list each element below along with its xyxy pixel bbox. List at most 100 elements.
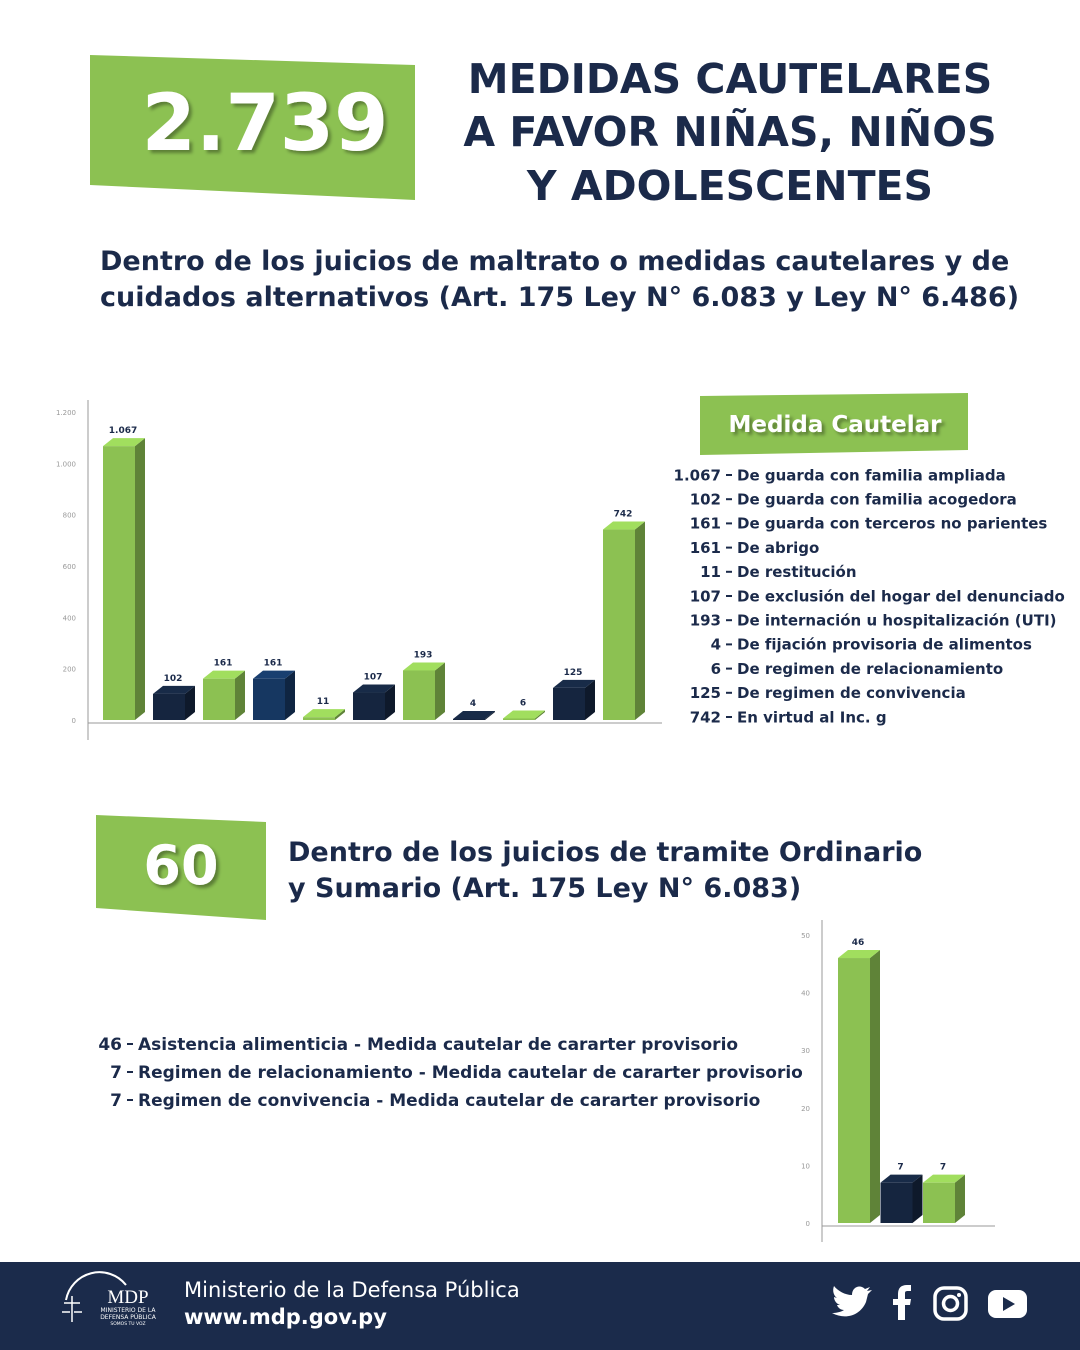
legend-label: De guarda con familia acogedora: [737, 490, 1017, 508]
legend-value: 4: [711, 636, 721, 654]
bar-top: [253, 670, 295, 679]
total-number: 60: [143, 834, 218, 897]
value-label: 1.067: [109, 426, 137, 436]
legend-label: De restitución: [737, 563, 857, 581]
bar-top: [923, 1174, 965, 1183]
value-label: 125: [564, 668, 583, 678]
footer: [0, 1262, 1080, 1350]
bar: [303, 717, 335, 720]
bar-top: [153, 685, 195, 694]
bar: [353, 692, 385, 720]
legend-value: 193: [690, 611, 721, 629]
legend-label: De abrigo: [737, 539, 819, 557]
facebook-icon[interactable]: [893, 1285, 911, 1320]
legend-value: 125: [690, 684, 721, 702]
bar: [203, 678, 235, 720]
value-label: 161: [264, 659, 283, 669]
bar: [253, 678, 285, 720]
bar-side: [485, 710, 495, 720]
bar-top: [880, 1174, 923, 1183]
y-tick-label: 400: [63, 614, 76, 622]
legend-label: De internación u hospitalización (UTI): [737, 611, 1057, 629]
bar-top: [353, 684, 395, 693]
bar-side: [955, 1174, 965, 1223]
value-label: 6: [520, 698, 526, 708]
y-tick-label: 50: [801, 932, 810, 940]
bar-top: [203, 670, 245, 679]
bar-side: [235, 670, 245, 720]
bar-top: [403, 662, 445, 671]
legend-label: Regimen de convivencia - Medida cautelar…: [138, 1091, 760, 1111]
value-label: 107: [364, 673, 383, 683]
legend-label: Asistencia alimenticia - Medida cautelar…: [138, 1035, 738, 1055]
legend-value: 7: [110, 1091, 122, 1111]
bar-side: [585, 679, 595, 720]
bar: [153, 693, 185, 720]
y-tick-label: 30: [801, 1047, 810, 1055]
section-heading: y Sumario (Art. 175 Ley N° 6.083): [288, 873, 801, 904]
bar: [453, 718, 485, 720]
bar-top: [303, 709, 345, 718]
youtube-play: [1003, 1297, 1015, 1311]
section-heading: Dentro de los juicios de maltrato o medi…: [100, 246, 1009, 277]
footer-website: www.mdp.gov.py: [184, 1305, 387, 1329]
bar: [403, 670, 435, 720]
legend-value: 11: [700, 563, 721, 581]
logo-arc: [65, 1271, 127, 1301]
bar-side: [635, 521, 645, 720]
legend-label: De guarda con terceros no parientes: [737, 515, 1047, 533]
bar: [603, 529, 635, 720]
legend-value: 46: [98, 1035, 122, 1055]
bar-top: [103, 438, 145, 447]
value-label: 11: [317, 697, 330, 707]
y-tick-label: 600: [63, 563, 76, 571]
bar: [503, 718, 535, 720]
bar: [880, 1182, 913, 1223]
y-tick-label: 10: [801, 1162, 810, 1170]
value-label: 193: [414, 650, 433, 660]
y-tick-label: 20: [801, 1105, 810, 1113]
legend-value: 1.067: [674, 466, 721, 484]
total-number: 2.739: [142, 79, 389, 169]
legend-label: En virtud al Inc. g: [737, 708, 887, 726]
footer-organization: Ministerio de la Defensa Pública: [184, 1278, 520, 1302]
bar-side: [535, 710, 545, 720]
section-heading: Dentro de los juicios de tramite Ordinar…: [288, 837, 922, 868]
value-label: 742: [614, 510, 633, 520]
instagram-dot: [957, 1293, 961, 1297]
legend-value: 161: [690, 515, 721, 533]
bar-top: [838, 950, 880, 959]
bar-side: [285, 670, 295, 720]
total-banner: [90, 55, 415, 200]
y-tick-label: 0: [806, 1220, 810, 1228]
value-label: 46: [852, 938, 865, 948]
legend-label: De guarda con familia ampliada: [737, 466, 1006, 484]
legend-value: 6: [711, 660, 721, 678]
bar-top: [453, 710, 495, 719]
bar: [838, 958, 870, 1223]
value-label: 7: [897, 1163, 903, 1173]
title-line: Y ADOLESCENTES: [526, 162, 933, 210]
y-tick-label: 800: [63, 512, 76, 520]
bar-side: [385, 684, 395, 720]
legend-value: 161: [690, 539, 721, 557]
value-label: 4: [470, 699, 476, 709]
legend-label: De fijación provisoria de alimentos: [737, 636, 1032, 654]
bar-side: [185, 685, 195, 720]
total-banner: [96, 815, 266, 920]
instagram-icon[interactable]: [933, 1286, 968, 1321]
value-label: 7: [940, 1163, 946, 1173]
twitter-icon[interactable]: [832, 1286, 872, 1317]
bar-side: [870, 950, 880, 1223]
legend-label: De regimen de convivencia: [737, 684, 966, 702]
bar-side: [135, 438, 145, 720]
logo-line: MINISTERIO DE LA: [101, 1307, 157, 1314]
y-tick-label: 200: [63, 666, 76, 674]
legend-value: 7: [110, 1063, 122, 1083]
title-line: MEDIDAS CAUTELARES: [468, 55, 992, 103]
bar-top: [553, 679, 595, 688]
legend-label: Regimen de relacionamiento - Medida caut…: [138, 1063, 803, 1083]
value-label: 161: [214, 659, 233, 669]
